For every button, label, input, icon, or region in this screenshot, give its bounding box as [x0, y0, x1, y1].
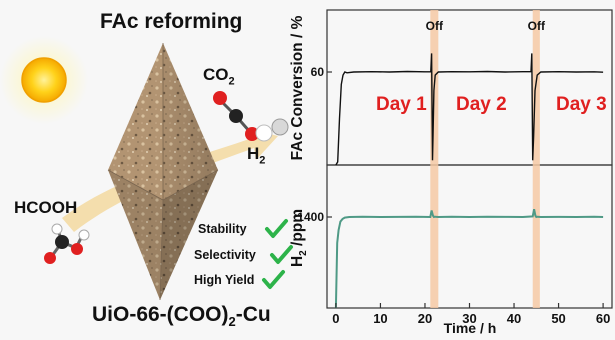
material-name: UiO-66-(COO)2-Cu	[92, 303, 271, 329]
x-tick-label: 40	[507, 311, 521, 326]
illustration-graphics	[0, 36, 293, 301]
annotation-day-2: Day 2	[456, 94, 507, 115]
check-icon	[262, 270, 285, 289]
y-axis-label-bottom-unit: /ppm	[289, 209, 306, 250]
material-name-sub: 2	[228, 314, 236, 330]
y-tick-label: 1400	[297, 210, 324, 224]
annotation-off-1: Off	[426, 19, 444, 33]
h2-molecule-icon	[255, 118, 289, 142]
h2-label: H2	[247, 144, 265, 166]
hcooh-label: HCOOH	[14, 198, 78, 217]
feature-high-yield: High Yield	[194, 273, 255, 287]
check-icon	[270, 245, 293, 264]
h2-label-sub: 2	[259, 154, 266, 167]
off-band	[430, 10, 439, 308]
plot-frame-top	[326, 9, 613, 166]
x-tick-label: 50	[551, 311, 565, 326]
reaction-arrow	[62, 128, 278, 232]
y-axis-label-bottom-sub: 2	[298, 250, 309, 256]
x-tick-label: 30	[462, 311, 476, 326]
sun-icon	[0, 36, 88, 124]
y-axis-label-bottom: H2 /ppm	[289, 209, 309, 267]
h2-series	[334, 209, 604, 309]
h2-label-main: H	[247, 144, 260, 163]
x-tick-label: 60	[596, 311, 610, 326]
check-icon	[265, 219, 288, 238]
material-name-suffix: -Cu	[235, 303, 271, 326]
y-axis-label-top: FAc Conversion / %	[289, 15, 306, 160]
x-axis-label: Time / h	[444, 320, 497, 336]
x-tick-label: 20	[418, 311, 432, 326]
feature-selectivity: Selectivity	[194, 248, 256, 262]
co2-molecule-icon	[213, 91, 259, 141]
figure-title: FAc reforming	[100, 10, 243, 33]
x-tick-label: 0	[332, 311, 339, 326]
co2-label: CO2	[203, 65, 235, 87]
plot-frame-bottom	[326, 164, 613, 309]
annotation-off-2: Off	[528, 19, 546, 33]
mof-crystal	[107, 43, 219, 301]
off-band	[532, 10, 540, 308]
annotation-day-3: Day 3	[556, 94, 607, 115]
y-axis-label-bottom-main: H	[289, 256, 306, 267]
feature-stability: Stability	[198, 222, 247, 236]
co2-label-sub: 2	[228, 75, 235, 88]
co2-label-main: CO	[203, 65, 229, 84]
annotation-day-1: Day 1	[376, 94, 427, 115]
hcooh-molecule-icon	[44, 223, 90, 264]
fac-conversion-series	[335, 53, 604, 166]
y-tick-label: 60	[311, 65, 325, 79]
material-name-main: UiO-66-(COO)	[92, 303, 229, 326]
x-tick-label: 10	[373, 311, 387, 326]
